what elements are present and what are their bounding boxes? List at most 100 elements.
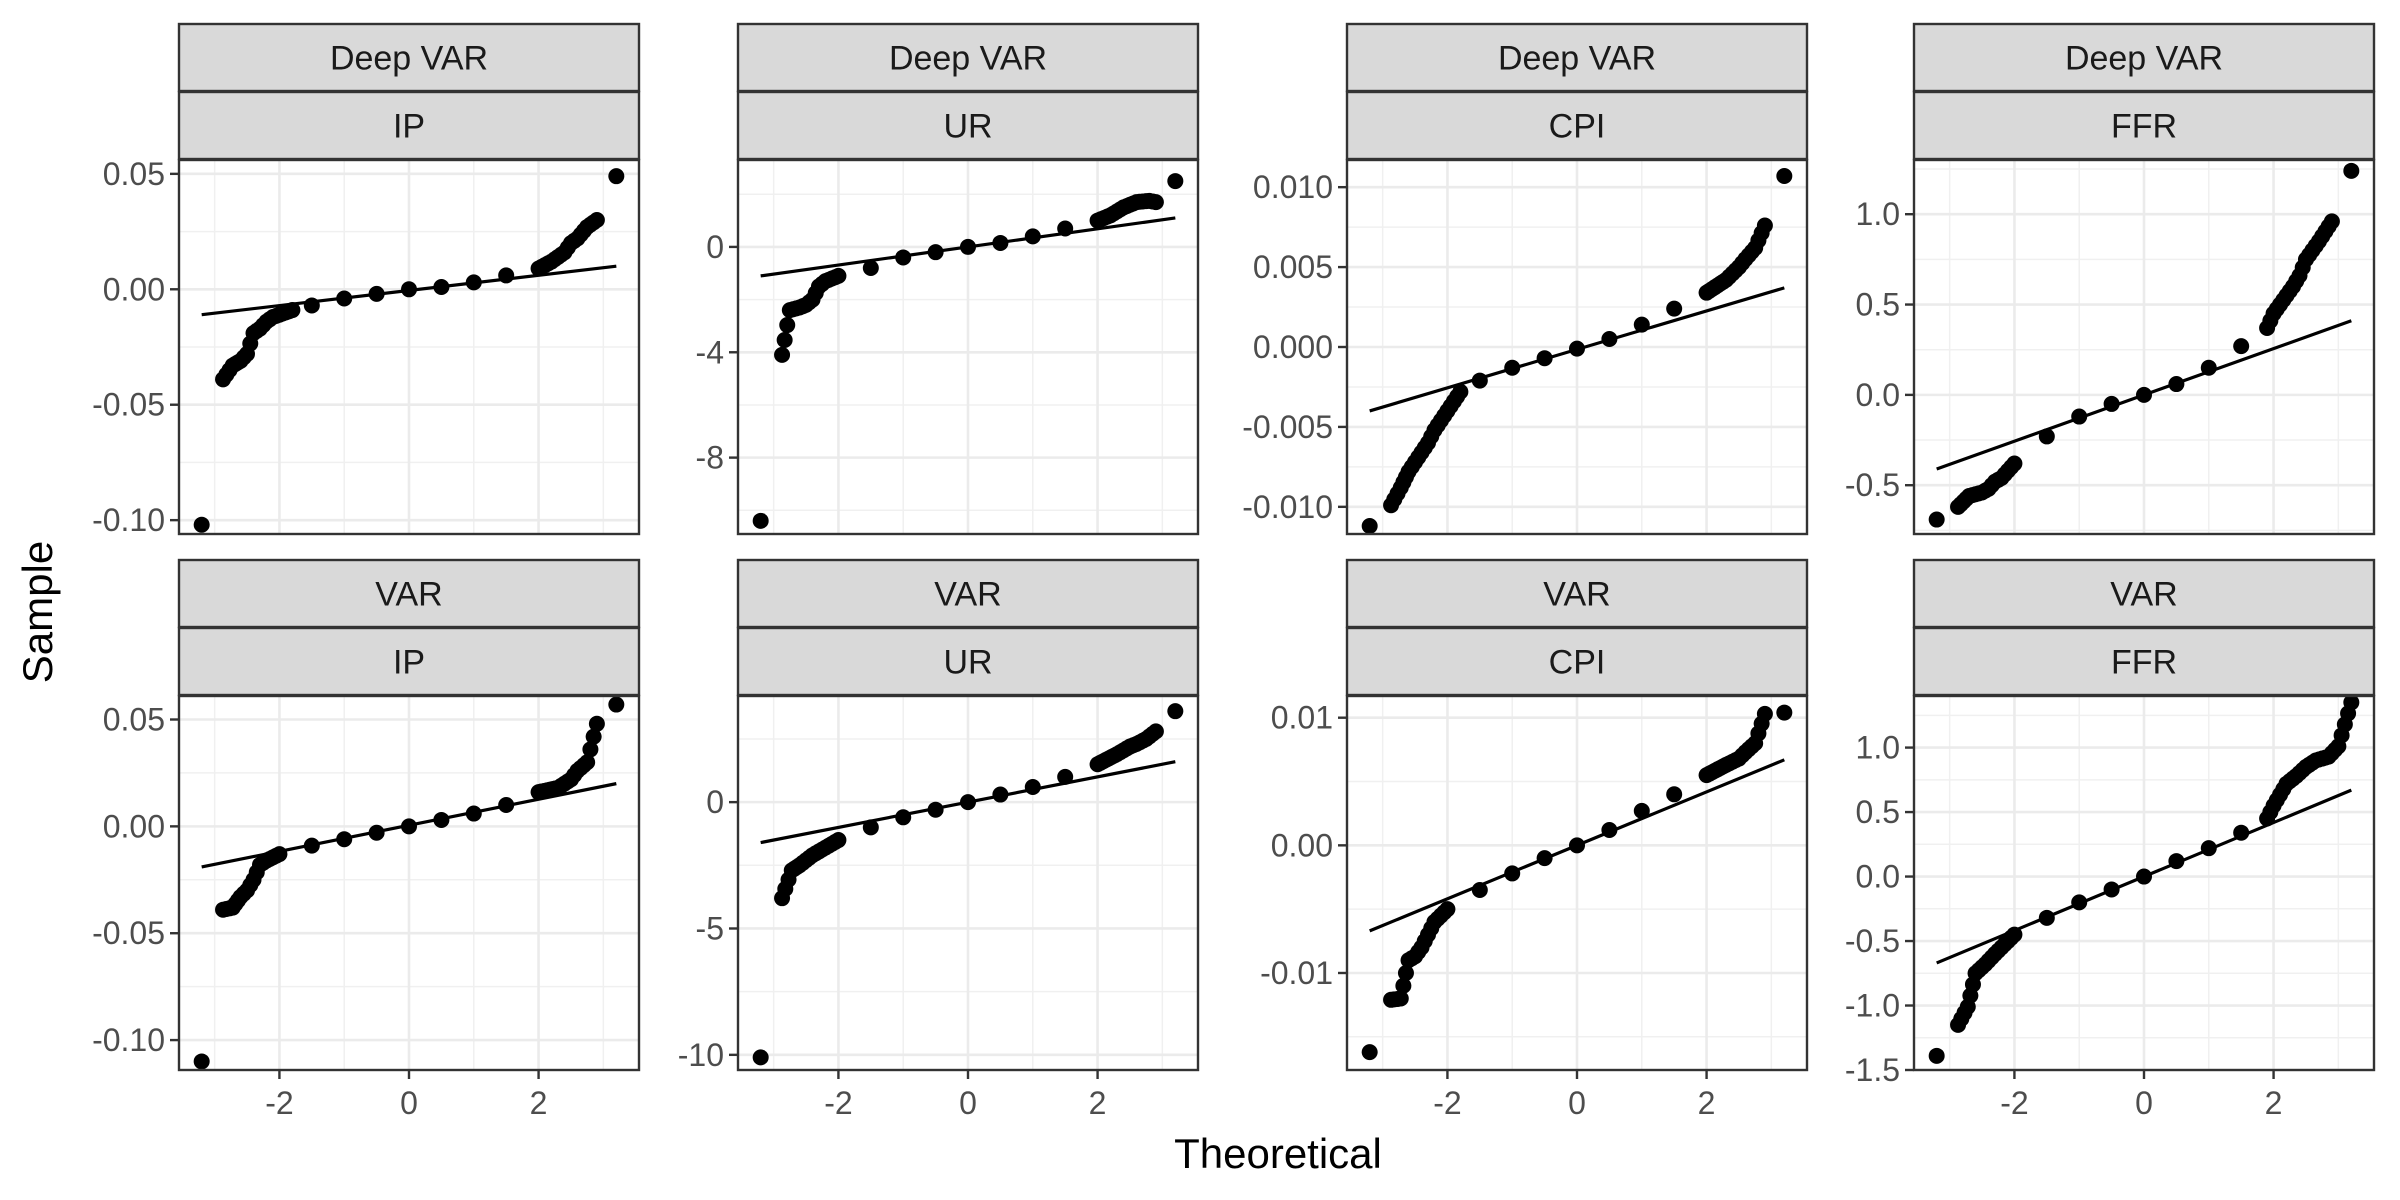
y-tick-label: -0.05 bbox=[92, 387, 165, 423]
strip-model-background bbox=[1912, 558, 2376, 629]
data-point bbox=[498, 796, 515, 813]
data-point bbox=[1167, 173, 1184, 190]
strip-variable-label: FFR bbox=[2111, 644, 2177, 682]
data-point bbox=[2071, 894, 2088, 911]
x-tick-label: 2 bbox=[1698, 1085, 1716, 1121]
data-point bbox=[862, 259, 879, 276]
strip-variable-label: IP bbox=[393, 644, 425, 682]
x-tick-label: 0 bbox=[959, 1085, 977, 1121]
facet-panel: VAR IP -0.10 -0.05 0.00 0.05 -2 0 2 bbox=[92, 558, 641, 1121]
y-tick-label: 0.05 bbox=[103, 156, 165, 192]
data-point bbox=[193, 516, 210, 533]
data-point bbox=[336, 831, 353, 848]
y-tick-label: 0.00 bbox=[103, 808, 165, 844]
data-point bbox=[1397, 964, 1414, 981]
facet-panel: VAR UR -10 -5 0 -2 0 2 bbox=[678, 558, 1200, 1121]
data-point bbox=[2168, 376, 2185, 393]
x-tick-label: -2 bbox=[824, 1085, 852, 1121]
strip-model-background bbox=[736, 22, 1200, 93]
strip-model-background bbox=[736, 558, 1200, 629]
data-point bbox=[582, 741, 599, 758]
data-point bbox=[1633, 802, 1650, 819]
y-tick-label: 0.05 bbox=[103, 702, 165, 738]
strip-variable-label: FFR bbox=[2111, 108, 2177, 146]
strip-model-background bbox=[177, 22, 641, 93]
facet-panel: VAR FFR -1.5 -1.0 -0.5 0.0 0.5 1.0 -2 0 2 bbox=[1845, 558, 2376, 1121]
strip-model-label: Deep VAR bbox=[2065, 40, 2223, 78]
x-tick-label: 2 bbox=[1089, 1085, 1107, 1121]
x-tick-label: 2 bbox=[530, 1085, 548, 1121]
data-point bbox=[1361, 1044, 1378, 1061]
data-point bbox=[2233, 824, 2250, 841]
facet-panel: Deep VAR UR -8 -4 0 bbox=[696, 22, 1200, 536]
strip-variable-label: IP bbox=[393, 108, 425, 146]
data-point bbox=[1504, 359, 1521, 376]
data-point bbox=[752, 1049, 769, 1066]
facet-panel: Deep VAR CPI -0.010 -0.005 0.000 0.005 0.010 bbox=[1242, 22, 1809, 536]
data-point bbox=[1666, 786, 1683, 803]
data-point bbox=[2343, 694, 2360, 711]
strip-variable-background bbox=[177, 90, 641, 161]
data-point bbox=[1536, 850, 1553, 867]
data-point bbox=[1361, 518, 1378, 535]
x-tick-label: 0 bbox=[2135, 1085, 2153, 1121]
y-tick-label: -0.005 bbox=[1242, 409, 1333, 445]
data-point bbox=[2323, 213, 2340, 230]
data-point bbox=[779, 317, 796, 334]
y-tick-label: 1.0 bbox=[1856, 196, 1900, 232]
data-point bbox=[2006, 455, 2023, 472]
data-point bbox=[1167, 703, 1184, 720]
data-point bbox=[927, 801, 944, 818]
y-tick-label: 0 bbox=[706, 229, 724, 265]
data-point bbox=[2006, 926, 2023, 943]
y-tick-label: -10 bbox=[678, 1037, 724, 1073]
data-point bbox=[433, 278, 450, 295]
y-tick-label: 0.000 bbox=[1253, 329, 1333, 365]
data-point bbox=[992, 234, 1009, 251]
data-point bbox=[465, 274, 482, 291]
data-point bbox=[303, 837, 320, 854]
y-tick-label: -0.10 bbox=[92, 1022, 165, 1058]
strip-model-label: Deep VAR bbox=[330, 40, 488, 78]
data-point bbox=[1147, 194, 1164, 211]
y-tick-label: -0.10 bbox=[92, 502, 165, 538]
x-tick-label: -2 bbox=[265, 1085, 293, 1121]
y-tick-label: 0.0 bbox=[1856, 859, 1900, 895]
y-tick-label: -1.0 bbox=[1845, 988, 1900, 1024]
y-tick-label: -0.5 bbox=[1845, 923, 1900, 959]
y-tick-label: 0.005 bbox=[1253, 249, 1333, 285]
data-point bbox=[1057, 768, 1074, 785]
y-tick-label: -1.5 bbox=[1845, 1052, 1900, 1088]
data-point bbox=[1928, 511, 1945, 528]
strip-variable-label: UR bbox=[943, 644, 992, 682]
data-point bbox=[608, 168, 625, 185]
data-point bbox=[368, 824, 385, 841]
data-point bbox=[1057, 220, 1074, 237]
strip-variable-label: UR bbox=[943, 108, 992, 146]
data-point bbox=[862, 819, 879, 836]
data-point bbox=[193, 1053, 210, 1070]
strip-model-background bbox=[177, 558, 641, 629]
data-point bbox=[401, 281, 417, 298]
data-point bbox=[1024, 778, 1041, 795]
data-point bbox=[2200, 840, 2217, 857]
data-point bbox=[830, 832, 847, 849]
data-point bbox=[1776, 167, 1793, 184]
data-point bbox=[1392, 990, 1409, 1007]
data-point bbox=[960, 238, 976, 255]
data-point bbox=[579, 754, 596, 771]
x-tick-label: 2 bbox=[2265, 1085, 2283, 1121]
strip-variable-label: CPI bbox=[1549, 108, 1606, 146]
y-tick-label: 0 bbox=[706, 784, 724, 820]
data-point bbox=[2136, 386, 2152, 403]
data-point bbox=[1928, 1047, 1945, 1064]
facet-panel: Deep VAR FFR -0.5 0.0 0.5 1.0 bbox=[1845, 22, 2376, 536]
data-point bbox=[465, 805, 482, 822]
data-point bbox=[895, 809, 912, 826]
data-point bbox=[1439, 901, 1456, 918]
data-point bbox=[1024, 228, 1041, 245]
data-point bbox=[608, 696, 625, 713]
strip-variable-background bbox=[1912, 626, 2376, 697]
data-point bbox=[1471, 882, 1488, 899]
